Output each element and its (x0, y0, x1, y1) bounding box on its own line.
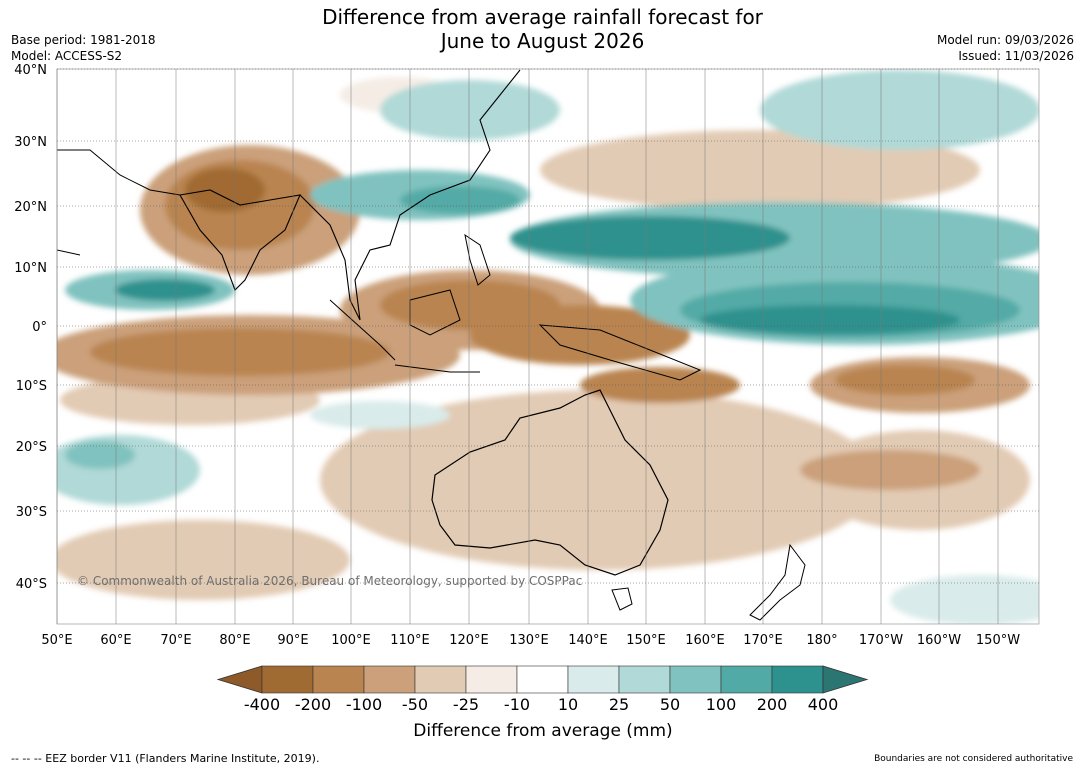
lat-labels: 40°N 30°N 20°N 10°N 0° 10°S 20°S 30°S 40°S (14, 63, 47, 592)
australia-outline (431, 389, 669, 576)
new-zealand-outline (749, 543, 806, 621)
colorbar-low-arrow (216, 665, 263, 694)
africa-coastline (57, 249, 81, 256)
lat-label: 30°N (14, 135, 47, 150)
issued-date: Issued: 11/03/2026 (958, 49, 1074, 63)
base-period: Base period: 1981-2018 (11, 33, 156, 47)
lon-label: 150°E (626, 633, 666, 648)
lon-label: 160°E (685, 633, 725, 648)
lon-label: 160°W (917, 633, 961, 648)
colorbar-bin (465, 665, 518, 694)
lat-label: 10°N (14, 261, 47, 276)
colorbar-tick: 200 (757, 695, 788, 714)
colorbar-bin (516, 665, 569, 694)
boundary-disclaimer: Boundaries are not considered authoritat… (874, 754, 1073, 764)
tasmania-outline (611, 587, 633, 611)
sumatra-outline (329, 299, 396, 361)
colorbar-bin (414, 665, 467, 694)
lat-label: 0° (32, 320, 47, 335)
eez-note: -- -- -- EEZ border V11 (Flanders Marine… (11, 752, 320, 765)
lon-label: 120°E (449, 633, 489, 648)
colorbar-bin (312, 665, 365, 694)
colorbar-bin (669, 665, 722, 694)
new-guinea-outline (538, 324, 702, 381)
colorbar-tick: 400 (808, 695, 839, 714)
lon-label: 110°E (390, 633, 430, 648)
lon-label: 60°E (100, 633, 131, 648)
lon-label: 130°E (509, 633, 549, 648)
lon-labels: 50°E 60°E 70°E 80°E 90°E 100°E 110°E 120°E 130°E… (41, 633, 1020, 648)
colorbar-tick: -10 (504, 695, 530, 714)
lat-label: 20°S (16, 440, 47, 455)
lon-label: 170°E (743, 633, 783, 648)
model-name: Model: ACCESS-S2 (11, 49, 123, 63)
colorbar-tick: 10 (558, 695, 578, 714)
lon-label: 100°E (331, 633, 371, 648)
lon-label: 180° (806, 633, 837, 648)
colorbar-tick: -100 (346, 695, 382, 714)
lon-label: 140°E (568, 633, 608, 648)
colorbar-bin (261, 665, 314, 694)
colorbar-tick: -200 (295, 695, 331, 714)
colorbar-tick: 100 (706, 695, 737, 714)
model-run: Model run: 09/03/2026 (936, 33, 1074, 47)
colorbar-bin (363, 665, 416, 694)
colorbar-bin (720, 665, 773, 694)
title-line-1: Difference from average rainfall forecas… (322, 5, 763, 29)
lon-label: 70°E (160, 633, 191, 648)
colorbar-bin (567, 665, 620, 694)
lat-label: 40°S (16, 577, 47, 592)
colorbar: -400 -200 -100 -50 -25 -10 10 25 50 100 200 400 (216, 665, 869, 714)
arabia-coastline (57, 149, 181, 196)
lon-label: 150°W (976, 633, 1020, 648)
colorbar-tick: -400 (244, 695, 280, 714)
lon-label: 170°W (859, 633, 903, 648)
lat-label: 20°N (14, 200, 47, 215)
colorbar-bin (618, 665, 671, 694)
lon-label: 50°E (41, 633, 72, 648)
java-outline (394, 364, 480, 373)
colorbar-tick: 50 (660, 695, 680, 714)
meta-left: Base period: 1981-2018 Model: ACCESS-S2 (11, 32, 156, 64)
chart-title: Difference from average rainfall forecas… (0, 5, 1085, 53)
graticule (56, 68, 1039, 624)
colorbar-label: Difference from average (mm) (413, 721, 672, 741)
lat-label: 10°S (16, 379, 47, 394)
map-field (57, 69, 1039, 624)
colorbar-tick: -25 (453, 695, 479, 714)
lat-label: 30°S (16, 505, 47, 520)
lat-label: 40°N (14, 63, 47, 78)
lon-label: 80°E (219, 633, 250, 648)
east-asia-coastline (299, 69, 521, 321)
title-line-2: June to August 2026 (440, 29, 645, 53)
lon-label: 90°E (277, 633, 308, 648)
colorbar-tick: -50 (402, 695, 428, 714)
meta-right: Model run: 09/03/2026 Issued: 11/03/2026 (937, 32, 1074, 64)
colorbar-high-arrow (822, 665, 869, 694)
colorbar-bin (771, 665, 824, 694)
copyright-notice: © Commonwealth of Australia 2026, Bureau… (77, 574, 582, 588)
colorbar-tick: 25 (609, 695, 629, 714)
